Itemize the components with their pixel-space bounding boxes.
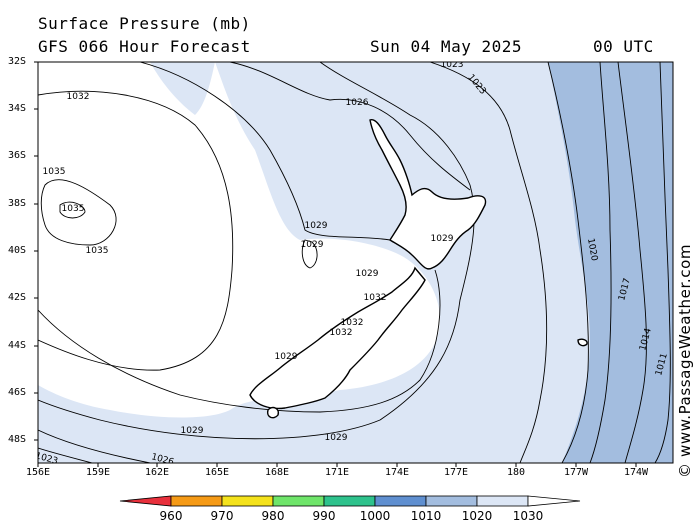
north-island [369, 118, 487, 270]
lon-label: 162E [144, 467, 170, 478]
lon-label: 174W [623, 467, 649, 478]
lon-label: 165E [204, 467, 230, 478]
lon-label: 180 [506, 467, 526, 478]
lat-label: 34S [8, 103, 27, 114]
lon-label: 174E [384, 467, 410, 478]
axis-ticks [34, 61, 637, 467]
scale-label: 1010 [410, 509, 442, 523]
stewart-island [266, 406, 280, 419]
band-1020-1030-top [150, 62, 215, 115]
lat-label: 32S [8, 56, 27, 67]
isobar-label: 1029 [325, 433, 348, 443]
isobar-label: 1026 [346, 98, 369, 108]
south-island [249, 266, 426, 410]
scale-swatch [119, 495, 172, 507]
lat-label: 46S [8, 387, 27, 398]
isobar-label: 1032 [330, 328, 353, 338]
lon-label: 156E [25, 467, 51, 478]
lat-label: 44S [8, 340, 27, 351]
map-frame [37, 61, 674, 464]
pressure-color-scale [119, 495, 581, 507]
lat-label: 40S [8, 245, 27, 256]
isobar-labels: 1032 1035 1035 1035 1026 1023 1023 1020 … [34, 60, 670, 468]
forecast-time: 00 UTC [593, 37, 654, 56]
lon-label: 177E [443, 467, 469, 478]
scale-swatch [476, 495, 529, 507]
isobar-label: 1023 [441, 60, 464, 70]
isobar-label: 1029 [275, 352, 298, 362]
scale-label: 960 [159, 509, 183, 523]
isobar-label: 1035 [86, 246, 109, 256]
map-title: Surface Pressure (mb) [38, 14, 251, 33]
lat-label: 36S [8, 150, 27, 161]
isobar-label: 1035 [62, 204, 85, 214]
map-subtitle: GFS 066 Hour Forecast [38, 37, 251, 56]
isobar-label: 1032 [341, 318, 364, 328]
lon-label: 177W [563, 467, 589, 478]
isobar-label: 1020 [585, 238, 599, 263]
isobar-label: 1029 [356, 269, 379, 279]
forecast-date: Sun 04 May 2025 [370, 37, 522, 56]
scale-label: 1000 [359, 509, 391, 523]
new-zealand-land [249, 118, 588, 419]
isobar-label: 1029 [181, 426, 204, 436]
site-credit: © www.PassageWeather.com [676, 243, 694, 478]
isobar-label: 1023 [34, 451, 59, 467]
scale-label: 990 [312, 509, 336, 523]
lon-label: 159E [85, 467, 111, 478]
lon-label: 171E [324, 467, 350, 478]
scale-swatch [425, 495, 478, 507]
scale-label: 1030 [512, 509, 544, 523]
scale-swatch [323, 495, 376, 507]
scale-label: 980 [261, 509, 285, 523]
isobar-label: 1029 [431, 234, 454, 244]
isobar-label: 1035 [43, 167, 66, 177]
lat-label: 48S [8, 434, 27, 445]
lon-label: 168E [264, 467, 290, 478]
scale-swatch [221, 495, 274, 507]
lat-label: 42S [8, 292, 27, 303]
lat-label: 38S [8, 198, 27, 209]
scale-swatch [170, 495, 223, 507]
scale-swatch [527, 495, 581, 507]
isobar-lines [38, 62, 671, 463]
chatham-island [577, 338, 588, 347]
scale-swatch [272, 495, 325, 507]
scale-label: 970 [210, 509, 234, 523]
isobar-label: 1026 [150, 452, 175, 468]
scale-label: 1020 [461, 509, 493, 523]
isobar-label: 1032 [364, 293, 387, 303]
isobar-label: 1032 [67, 92, 90, 102]
scale-swatch [374, 495, 427, 507]
isobar-label: 1029 [301, 240, 324, 250]
isobar-label: 1029 [305, 221, 328, 231]
